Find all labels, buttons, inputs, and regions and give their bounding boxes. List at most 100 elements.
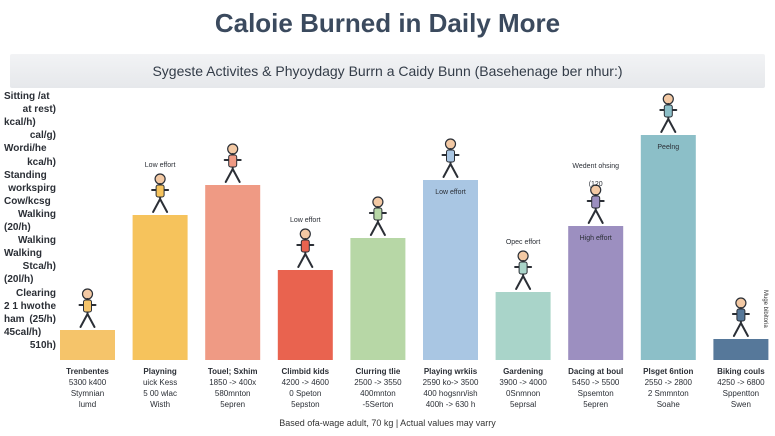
category-label-line: Swen (730, 400, 751, 409)
category-label: Plsget 6ntion 2550 -> 2800 2 Smmnton Soahe (628, 366, 708, 410)
category-label-line: Plsget 6ntion (643, 367, 694, 376)
category-label-line: 5epren (583, 400, 609, 409)
category-label-line: Stymnian (70, 389, 105, 398)
category-label-line: Sppentton (722, 389, 760, 398)
bar (495, 292, 551, 360)
bar-label: High effort (580, 235, 612, 242)
category-label-line: 5450 -> 5500 (572, 378, 620, 387)
category-label-line: 4200 -> 4600 (281, 378, 329, 387)
category-label-line: 2590 ko-> 3500 (422, 378, 479, 387)
category-label-line: Touel; Sxhim (207, 367, 258, 376)
y-label: (20/h) (4, 222, 31, 233)
person-icon (151, 173, 170, 213)
category-label: Playing wrkiis 2590 ko-> 3500 400 hogsnn/i… (411, 366, 491, 410)
person-icon (586, 184, 605, 224)
category-label-line: Soahe (656, 400, 680, 409)
person-icon (514, 250, 533, 290)
y-label: 2 1 hwo ham (4, 300, 41, 325)
category-label-line: 2500 -> 3550 (354, 378, 402, 387)
category-label-line: 5eprsal (509, 400, 537, 409)
y-label: workspirg (8, 182, 56, 194)
subtitle-band: Sygeste Activites & Phyoydagy Burrn a Ca… (10, 54, 765, 88)
side-note: Muge bibitoria (762, 290, 768, 328)
bar-label: Low effort (145, 162, 176, 169)
y-label: (25/h) (29, 313, 56, 325)
person-icon (223, 143, 242, 183)
bar-label: Opec effort (506, 239, 541, 246)
category-label-line: 0 Speton (289, 389, 322, 398)
annotation-text: (120 (589, 181, 603, 188)
category-label-line: Biking couls (717, 367, 765, 376)
y-label: at rest) (22, 104, 56, 116)
category-label: Dacing at boul 5450 -> 5500 Spsemton 5epren (556, 366, 636, 410)
category-label-line: 4250 -> 6800 (717, 378, 765, 387)
category-label-line: Climbid kids (281, 367, 330, 376)
category-label-line: Clurring tlie (355, 367, 401, 376)
person-icon (78, 288, 97, 328)
y-label: Clearing the (15, 287, 56, 312)
bar (205, 185, 261, 360)
category-label-line: Playing wrkiis (423, 367, 478, 376)
y-label: Sitting /at (4, 91, 50, 102)
category-label-line: 5epren (220, 400, 246, 409)
footnote: Based ofa-wage adult, 70 kg | Actual val… (279, 418, 496, 428)
category-label-line: Gardening (503, 367, 544, 376)
bar-label: Peelng (657, 144, 679, 151)
category-label-line: Wisth (150, 400, 171, 409)
category-label: Biking couls 4250 -> 6800 Sppentton Swen (701, 366, 775, 410)
category-label: Gardening 3900 -> 4000 0Snmnon 5eprsal (483, 366, 563, 410)
y-label: Walking (18, 208, 56, 220)
person-icon (368, 196, 387, 236)
person-icon (296, 228, 315, 268)
category-label-line: 400h -> 630 h (425, 400, 476, 409)
person-icon (441, 138, 460, 178)
bar (277, 270, 333, 360)
y-label: Cow/kcsg (4, 195, 51, 207)
category-label-line: 5 00 wlac (143, 389, 177, 398)
category-label-line: 3900 -> 4000 (499, 378, 547, 387)
category-label-line: 580mnton (214, 389, 251, 398)
category-label-line: 0Snmnon (505, 389, 541, 398)
bar (60, 330, 115, 360)
category-label-line: 1850 -> 400x (209, 378, 257, 387)
category-label-line: 2 Smmnton (647, 389, 689, 398)
bar-label: Low effort (290, 217, 321, 224)
y-label: 45cal/h) (4, 326, 42, 338)
category-label: Playning uick Kess 5 00 wlac Wisth (120, 366, 200, 410)
y-label: kca/h) (27, 156, 56, 168)
category-label: Trenbentes 5300 k400 Stymnian lumd (48, 366, 128, 410)
category-label-line: 5epston (291, 400, 320, 409)
category-label-line: 2550 -> 2800 (644, 378, 692, 387)
category-label-line: lumd (78, 400, 97, 409)
annotation-text: Wedent ohsing (572, 163, 619, 170)
bar (423, 180, 478, 360)
category-label: Touel; Sxhim 1850 -> 400x 580mnton 5epren (193, 366, 273, 410)
category-label-line: 400 hogsnn/ish (423, 389, 478, 398)
category-label: Climbid kids 4200 -> 4600 0 Speton 5epston (265, 366, 345, 410)
category-label-line: Spsemton (577, 389, 614, 398)
y-label: 510h) (29, 339, 56, 351)
category-label-line: -5Serton (362, 400, 394, 409)
category-label-line: 5300 k400 (68, 378, 107, 387)
bar (132, 215, 188, 360)
y-label: Stca/h) (22, 261, 56, 273)
category-label-line: Playning (143, 367, 177, 376)
person-icon (731, 297, 750, 337)
bar (350, 238, 406, 360)
bar (713, 339, 769, 360)
category-label-line: uick Kess (142, 378, 178, 387)
bar (568, 226, 624, 360)
y-label: kcal/h) (4, 117, 36, 129)
y-label: Wordi/he (4, 143, 47, 155)
category-label: Clurring tlie 2500 -> 3550 400mnton -5Serto… (338, 366, 418, 410)
y-label: cal/g) (29, 130, 56, 142)
y-label: Walking (18, 235, 56, 247)
category-label-line: Trenbentes (66, 367, 109, 376)
y-label: Standing (4, 169, 47, 181)
category-label-line: 400mnton (360, 389, 396, 398)
y-label: Walking (4, 248, 42, 260)
person-icon (659, 93, 678, 133)
y-label: (20l/h) (4, 274, 34, 286)
chart-title: Caloie Burned in Daily More (214, 8, 561, 38)
